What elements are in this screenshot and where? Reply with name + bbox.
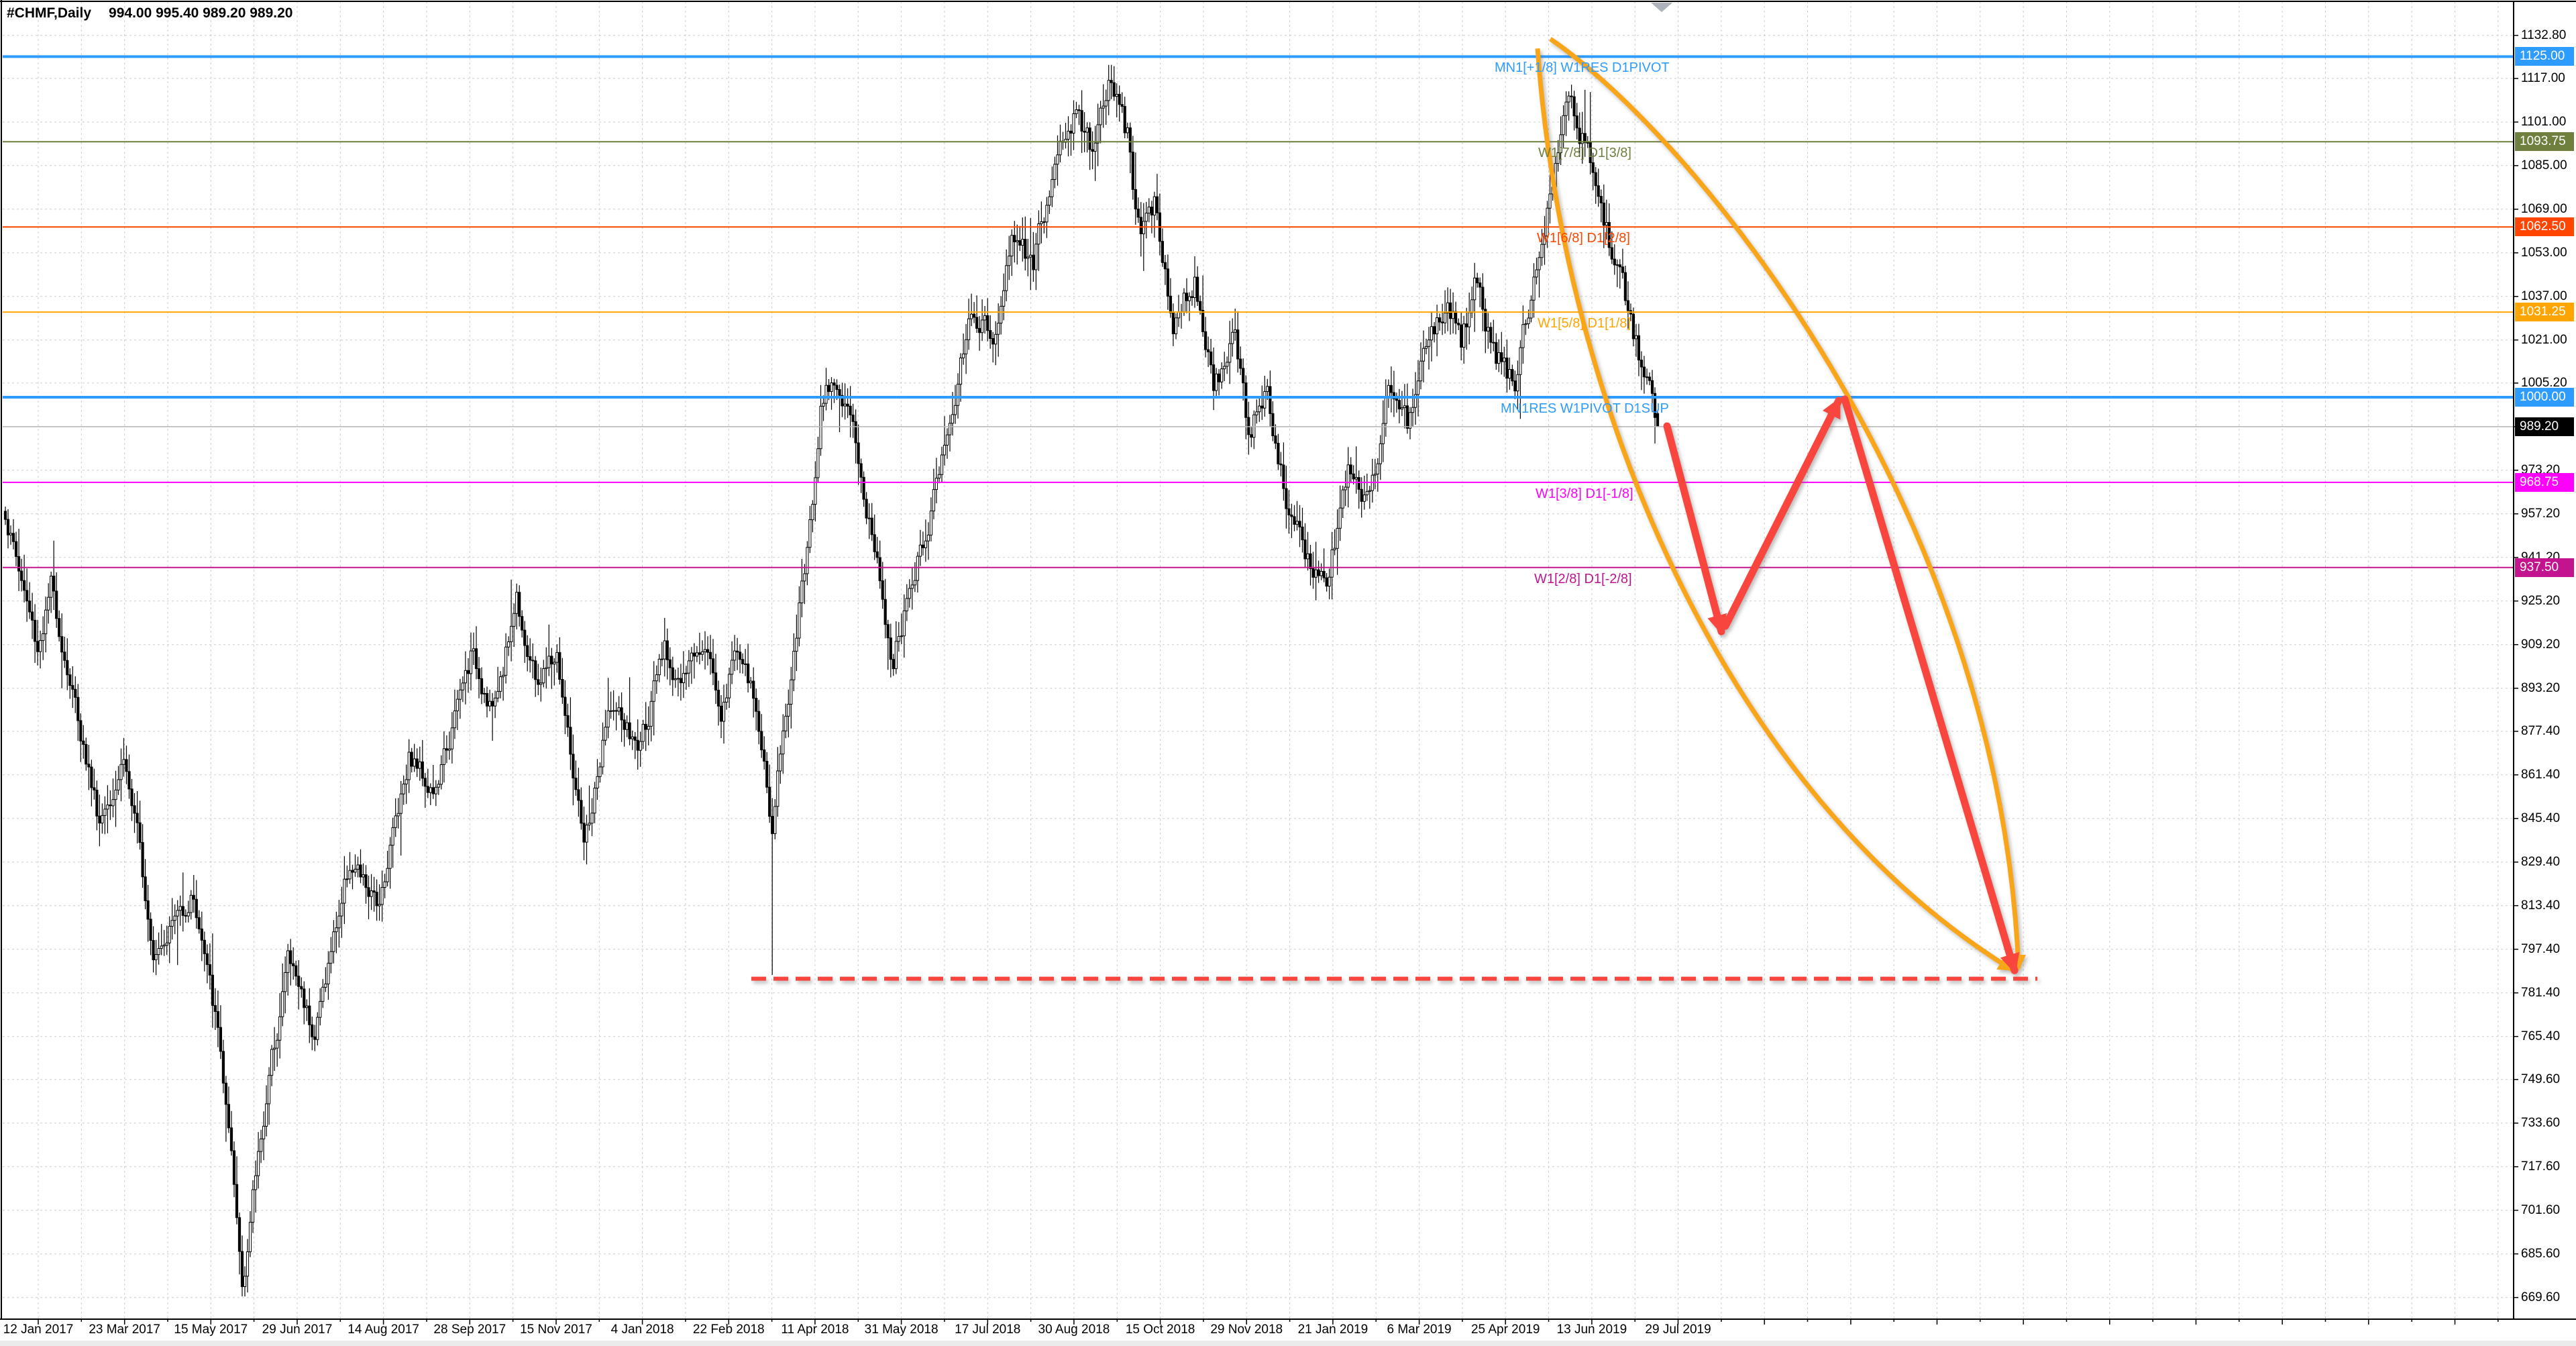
ohlc-quotes: 994.00 995.40 989.20 989.20 [109,5,293,21]
wedge-left-curve [1535,48,2015,972]
price-axis-label: 845.40 [2521,811,2561,825]
time-axis-label: 11 Apr 2018 [781,1323,849,1337]
pivot-price-tag: 937.50 [2515,558,2574,577]
triangle-marker-icon[interactable] [1651,3,1672,12]
pivot-label: W1[3/8] D1[-1/8] [1536,486,1633,501]
pivot-label: W1[5/8] D1[1/8] [1538,316,1631,331]
price-axis-label: 829.40 [2521,854,2561,869]
price-axis-label: 1117.00 [2521,70,2565,85]
pivot-label: MN1[+1/8] W1RES D1PIVOT [1495,60,1670,76]
price-axis-label: 1101.00 [2521,114,2567,129]
price-axis-label: 1085.00 [2521,158,2567,172]
price-axis-label: 765.40 [2521,1029,2561,1043]
pivot-price-tag: 1031.25 [2515,303,2574,322]
time-axis-label: 15 May 2017 [174,1323,248,1337]
price-axis-label: 877.40 [2521,723,2561,738]
pivot-label: W1[6/8] D1[2/8] [1537,231,1630,246]
price-axis-label: 733.60 [2521,1115,2561,1130]
time-axis-label: 15 Oct 2018 [1125,1323,1195,1337]
axis-ticks [38,34,2518,1325]
price-axis-label: 1132.80 [2521,28,2567,42]
time-axis-label: 17 Jul 2018 [955,1323,1021,1337]
time-axis-label: 14 Aug 2017 [347,1323,419,1337]
chart-title: #CHMF,Daily 994.00 995.40 989.20 989.20 [7,5,292,21]
time-axis-label: 29 Jun 2017 [262,1323,333,1337]
price-axis-label: 781.40 [2521,985,2561,1000]
time-axis-label: 29 Nov 2018 [1210,1323,1283,1337]
symbol-timeframe: #CHMF,Daily [7,5,92,21]
price-axis-label: 925.20 [2521,593,2561,608]
pivot-price-tag: 1125.00 [2515,47,2574,66]
time-axis-label: 4 Jan 2018 [610,1323,674,1337]
time-axis-label: 15 Nov 2017 [520,1323,592,1337]
time-axis-label: 23 Mar 2017 [89,1323,160,1337]
gridlines [3,1,2514,1319]
annotation-objects[interactable] [751,37,2037,981]
candlesticks [3,64,1660,1297]
bottom-strip [0,1341,2576,1346]
pivot-price-tag: 1093.75 [2515,132,2574,152]
pivot-price-tag: 968.75 [2515,472,2574,492]
price-axis-label: 717.60 [2521,1159,2561,1174]
time-axis-label: 22 Feb 2018 [692,1323,765,1337]
current-price-tag: 989.20 [2515,417,2574,436]
price-axis-label: 893.20 [2521,680,2561,695]
price-axis-label: 749.60 [2521,1072,2561,1086]
pivot-label: W1[7/8] D1[3/8] [1538,146,1631,161]
price-axis-label: 701.60 [2521,1202,2561,1217]
price-axis-label: 1021.00 [2521,332,2567,347]
forecast-arrow-up[interactable] [1721,397,1843,630]
forecast-arrow-down-1[interactable] [1663,422,1727,635]
pivot-label: MN1RES W1PIVOT D1SUP [1501,401,1669,416]
price-axis-label: 669.60 [2521,1290,2561,1304]
price-axis-label: 685.60 [2521,1246,2561,1261]
time-axis-label: 25 Apr 2019 [1470,1323,1540,1337]
pivot-price-tag: 1062.50 [2515,217,2574,237]
price-axis-label: 1037.00 [2521,289,2567,303]
time-axis-label: 28 Sep 2017 [433,1323,506,1337]
time-axis-label: 29 Jul 2019 [1645,1323,1711,1337]
price-axis-label: 1069.00 [2521,201,2567,216]
time-axis-label: 31 May 2018 [864,1323,938,1337]
forecast-arrow-down-2[interactable] [1841,395,2020,974]
price-axis-label: 813.40 [2521,898,2561,913]
pivot-lines[interactable] [3,55,2514,568]
time-axis-label: 13 Jun 2019 [1556,1323,1627,1337]
time-axis-label: 12 Jan 2017 [3,1323,74,1337]
time-axis-label: 21 Jan 2019 [1297,1323,1368,1337]
price-axis-label: 1053.00 [2521,245,2567,260]
time-axis-label: 6 Mar 2019 [1387,1323,1452,1337]
price-axis-label: 1005.20 [2521,375,2567,390]
wedge-right-curve [1549,37,2027,971]
price-axis-label: 957.20 [2521,506,2561,521]
pivot-label: W1[2/8] D1[-2/8] [1534,571,1632,586]
price-axis-label: 797.40 [2521,941,2561,956]
time-axis-label: 30 Aug 2018 [1038,1323,1110,1337]
price-axis-label: 861.40 [2521,767,2561,782]
pivot-price-tag: 1000.00 [2515,388,2574,407]
price-axis-label: 909.20 [2521,637,2561,652]
